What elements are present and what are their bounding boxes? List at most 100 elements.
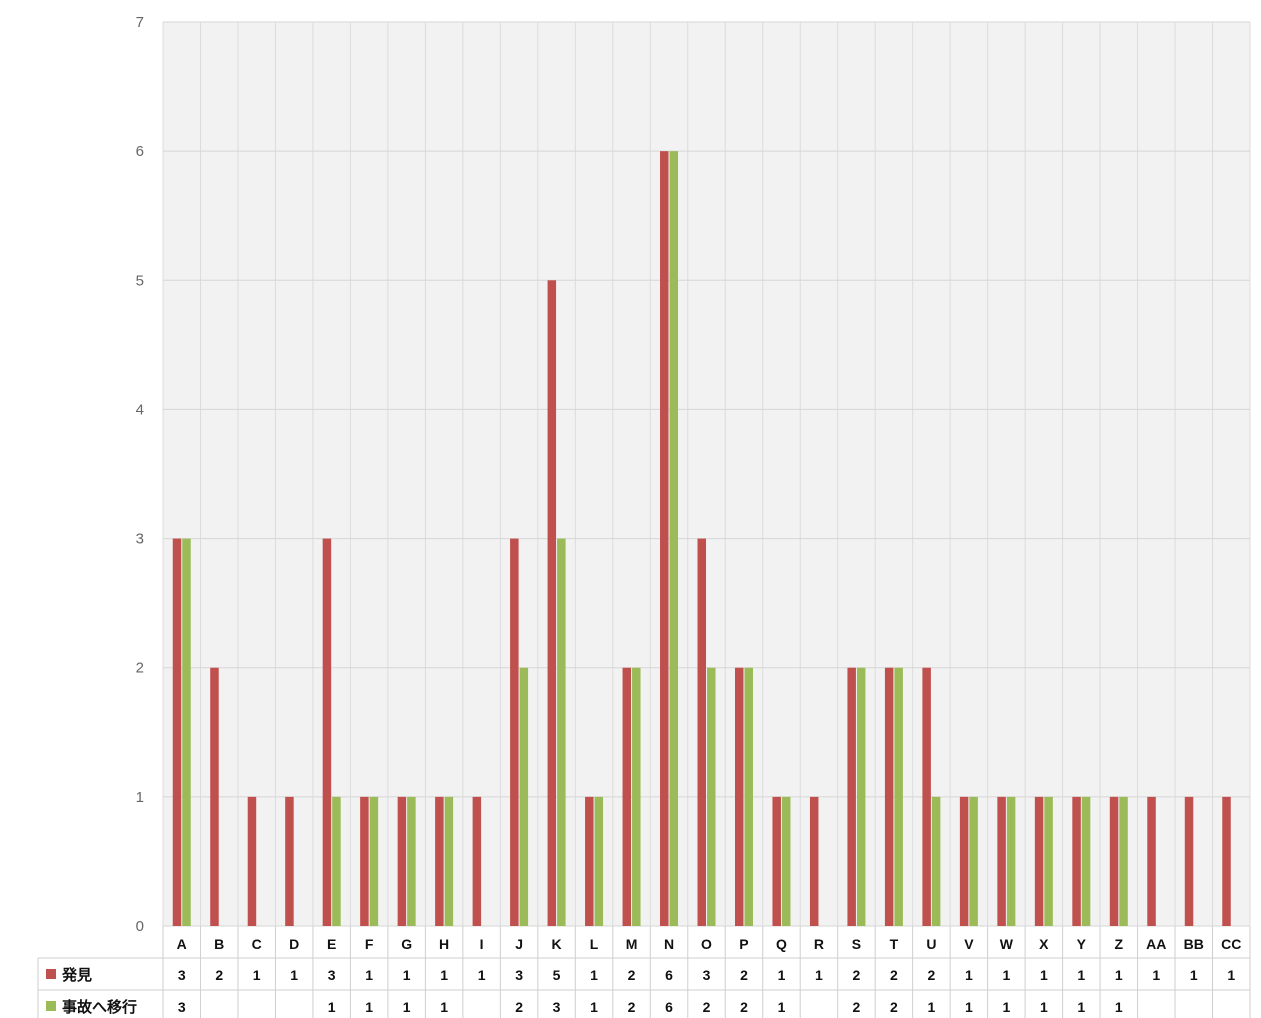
bar-found-v (959, 796, 969, 926)
bar-accident-l (594, 796, 604, 926)
x-tick-label: W (1000, 936, 1014, 952)
x-tick-label: CC (1221, 936, 1241, 952)
data-table-cell: 2 (927, 967, 935, 983)
y-axis: 0 1 2 3 4 5 6 7 (136, 14, 144, 935)
bar-found-p (734, 667, 744, 926)
y-tick-label: 5 (136, 272, 144, 289)
data-table-cell: 1 (328, 999, 336, 1015)
bar-found-g (397, 796, 407, 926)
data-table-cell: 1 (403, 999, 411, 1015)
x-tick-label: O (701, 936, 712, 952)
bar-accident-k (557, 538, 566, 926)
data-table-cell: 1 (440, 967, 448, 983)
bar-found-c (247, 796, 257, 926)
bar-found-m (622, 667, 632, 926)
x-tick-label: H (439, 936, 449, 952)
x-tick-label: E (327, 936, 336, 952)
bar-accident-x (1044, 796, 1053, 926)
plot-background (163, 22, 1250, 926)
x-tick-label: R (814, 936, 824, 952)
data-table-cell: 1 (365, 999, 373, 1015)
data-table-cell: 2 (628, 999, 636, 1015)
bar-found-h (435, 796, 444, 926)
data-table-cell: 1 (778, 999, 786, 1015)
data-table-cell: 1 (403, 967, 411, 983)
data-table-cell: 2 (215, 967, 223, 983)
bar-accident-y (1081, 796, 1091, 926)
y-tick-label: 6 (136, 143, 144, 160)
legend-label: 発見 (61, 966, 92, 984)
x-tick-label: G (401, 936, 412, 952)
x-tick-label: X (1039, 936, 1049, 952)
x-tick-label: F (365, 936, 374, 952)
y-tick-label: 2 (136, 660, 144, 677)
bar-found-t (884, 667, 894, 926)
bar-found-o (697, 538, 706, 926)
data-table-cell: 2 (853, 967, 861, 983)
data-table-cell: 1 (365, 967, 373, 983)
data-table-cell: 1 (1077, 967, 1085, 983)
data-table-cell: 5 (553, 967, 561, 983)
y-tick-label: 0 (136, 918, 144, 935)
bar-accident-h (444, 796, 454, 926)
x-tick-label: L (590, 936, 599, 952)
data-table-cell: 1 (965, 999, 973, 1015)
bar-accident-n (669, 151, 679, 927)
bar-accident-g (407, 796, 416, 926)
data-table-cell: 1 (590, 999, 598, 1015)
bar-found-bb (1184, 796, 1194, 926)
bar-accident-e (332, 796, 341, 926)
data-table-cell: 6 (665, 999, 673, 1015)
data-table-cell: 2 (628, 967, 636, 983)
x-tick-label: S (852, 936, 861, 952)
data-table-cell: 1 (1115, 967, 1123, 983)
bar-found-r (809, 796, 819, 926)
y-tick-label: 1 (136, 789, 144, 806)
bars (172, 151, 1231, 927)
data-table-cell: 1 (590, 967, 598, 983)
bar-found-z (1109, 796, 1119, 926)
data-table-cell: 2 (890, 967, 898, 983)
data-table-cell: 1 (478, 967, 486, 983)
bar-accident-z (1119, 796, 1128, 926)
bar-found-aa (1147, 796, 1156, 926)
data-table-cell: 1 (1152, 967, 1160, 983)
bar-accident-j (519, 667, 529, 926)
bar-found-b (210, 667, 219, 926)
x-tick-label: AA (1146, 936, 1166, 952)
bar-accident-u (931, 796, 941, 926)
bar-accident-v (969, 796, 978, 926)
bar-accident-s (856, 667, 866, 926)
bar-accident-w (1006, 796, 1016, 926)
data-table-cell: 2 (890, 999, 898, 1015)
x-tick-label: D (289, 936, 299, 952)
data-table-cell: 3 (553, 999, 561, 1015)
data-table-cell: 2 (740, 967, 748, 983)
data-table-cell: 1 (1115, 999, 1123, 1015)
data-table-cell: 1 (253, 967, 261, 983)
data-table-cell: 1 (815, 967, 823, 983)
data-table-cell: 1 (1040, 967, 1048, 983)
bar-found-q (772, 796, 781, 926)
data-table-cell: 3 (328, 967, 336, 983)
data-table-cell: 1 (1077, 999, 1085, 1015)
bar-found-cc (1222, 796, 1231, 926)
gridlines (162, 21, 1251, 927)
data-table-cell: 1 (440, 999, 448, 1015)
x-tick-label: A (177, 936, 187, 952)
data-table-cell: 6 (665, 967, 673, 983)
bar-found-e (322, 538, 332, 926)
legend-label: 事故へ移行 (62, 998, 137, 1016)
data-table-cell: 2 (740, 999, 748, 1015)
data-table-cell: 2 (515, 999, 523, 1015)
legend-swatch (46, 969, 56, 979)
bar-accident-t (894, 667, 903, 926)
bar-accident-a (182, 538, 191, 926)
bar-found-l (585, 796, 594, 926)
x-tick-label: Q (776, 936, 787, 952)
data-table-cell: 1 (1227, 967, 1235, 983)
x-tick-label: M (626, 936, 638, 952)
data-table: A B C D E F G H I J K L M N O P Q R S T U V W X Y Z AA BB CC 発見 3 2 1 1 3 1… (37, 926, 1251, 1018)
data-table-cell: 1 (965, 967, 973, 983)
